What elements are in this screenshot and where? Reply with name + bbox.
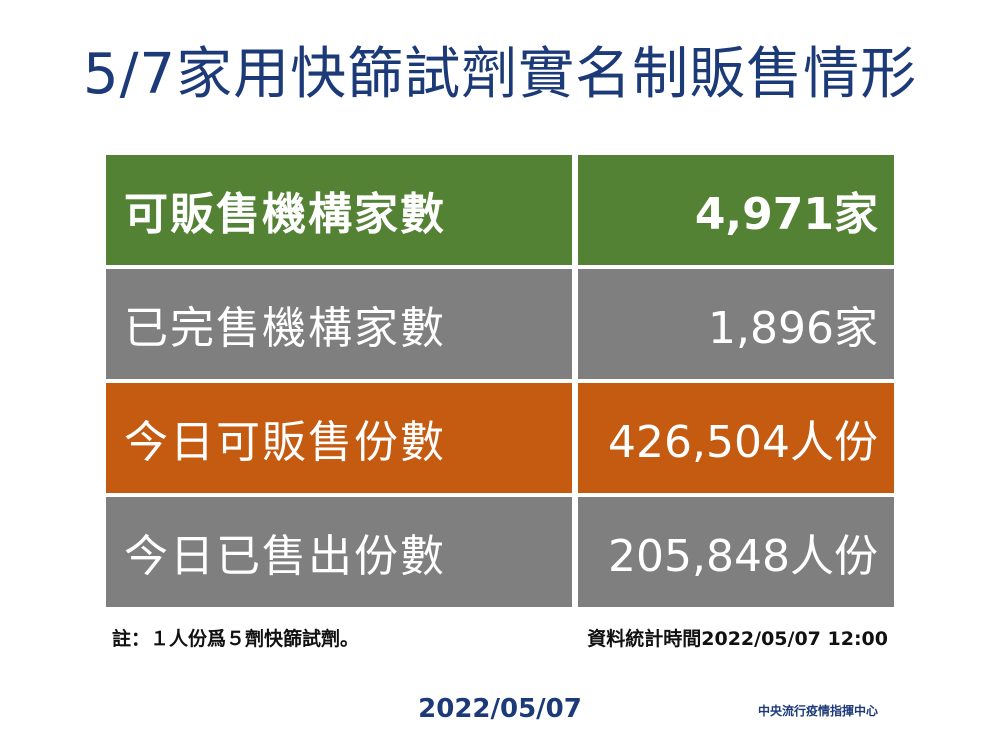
row-value-soldout-institutions: 1,896家 [578,269,894,379]
sales-table: 可販售機構家數 4,971家 已完售機構家數 1,896家 今日可販售份數 42… [106,155,894,607]
row-label-sold-units-today: 今日已售出份數 [106,497,572,607]
row-value-sold-units-today: 205,848人份 [578,497,894,607]
data-timestamp: 資料統計時間2022/05/07 12:00 [587,628,888,650]
page-title: 5/7家用快篩試劑實名制販售情形 [82,42,918,107]
row-value-available-units-today: 426,504人份 [578,383,894,493]
row-label-soldout-institutions: 已完售機構家數 [106,269,572,379]
row-label-available-units-today: 今日可販售份數 [106,383,572,493]
row-label-available-institutions: 可販售機構家數 [106,155,572,265]
footer-date: 2022/05/07 [418,694,582,724]
row-value-available-institutions: 4,971家 [578,155,894,265]
footer-organization: 中央流行疫情指揮中心 [757,704,878,718]
footnote: 註：１人份爲５劑快篩試劑。 [112,628,360,650]
